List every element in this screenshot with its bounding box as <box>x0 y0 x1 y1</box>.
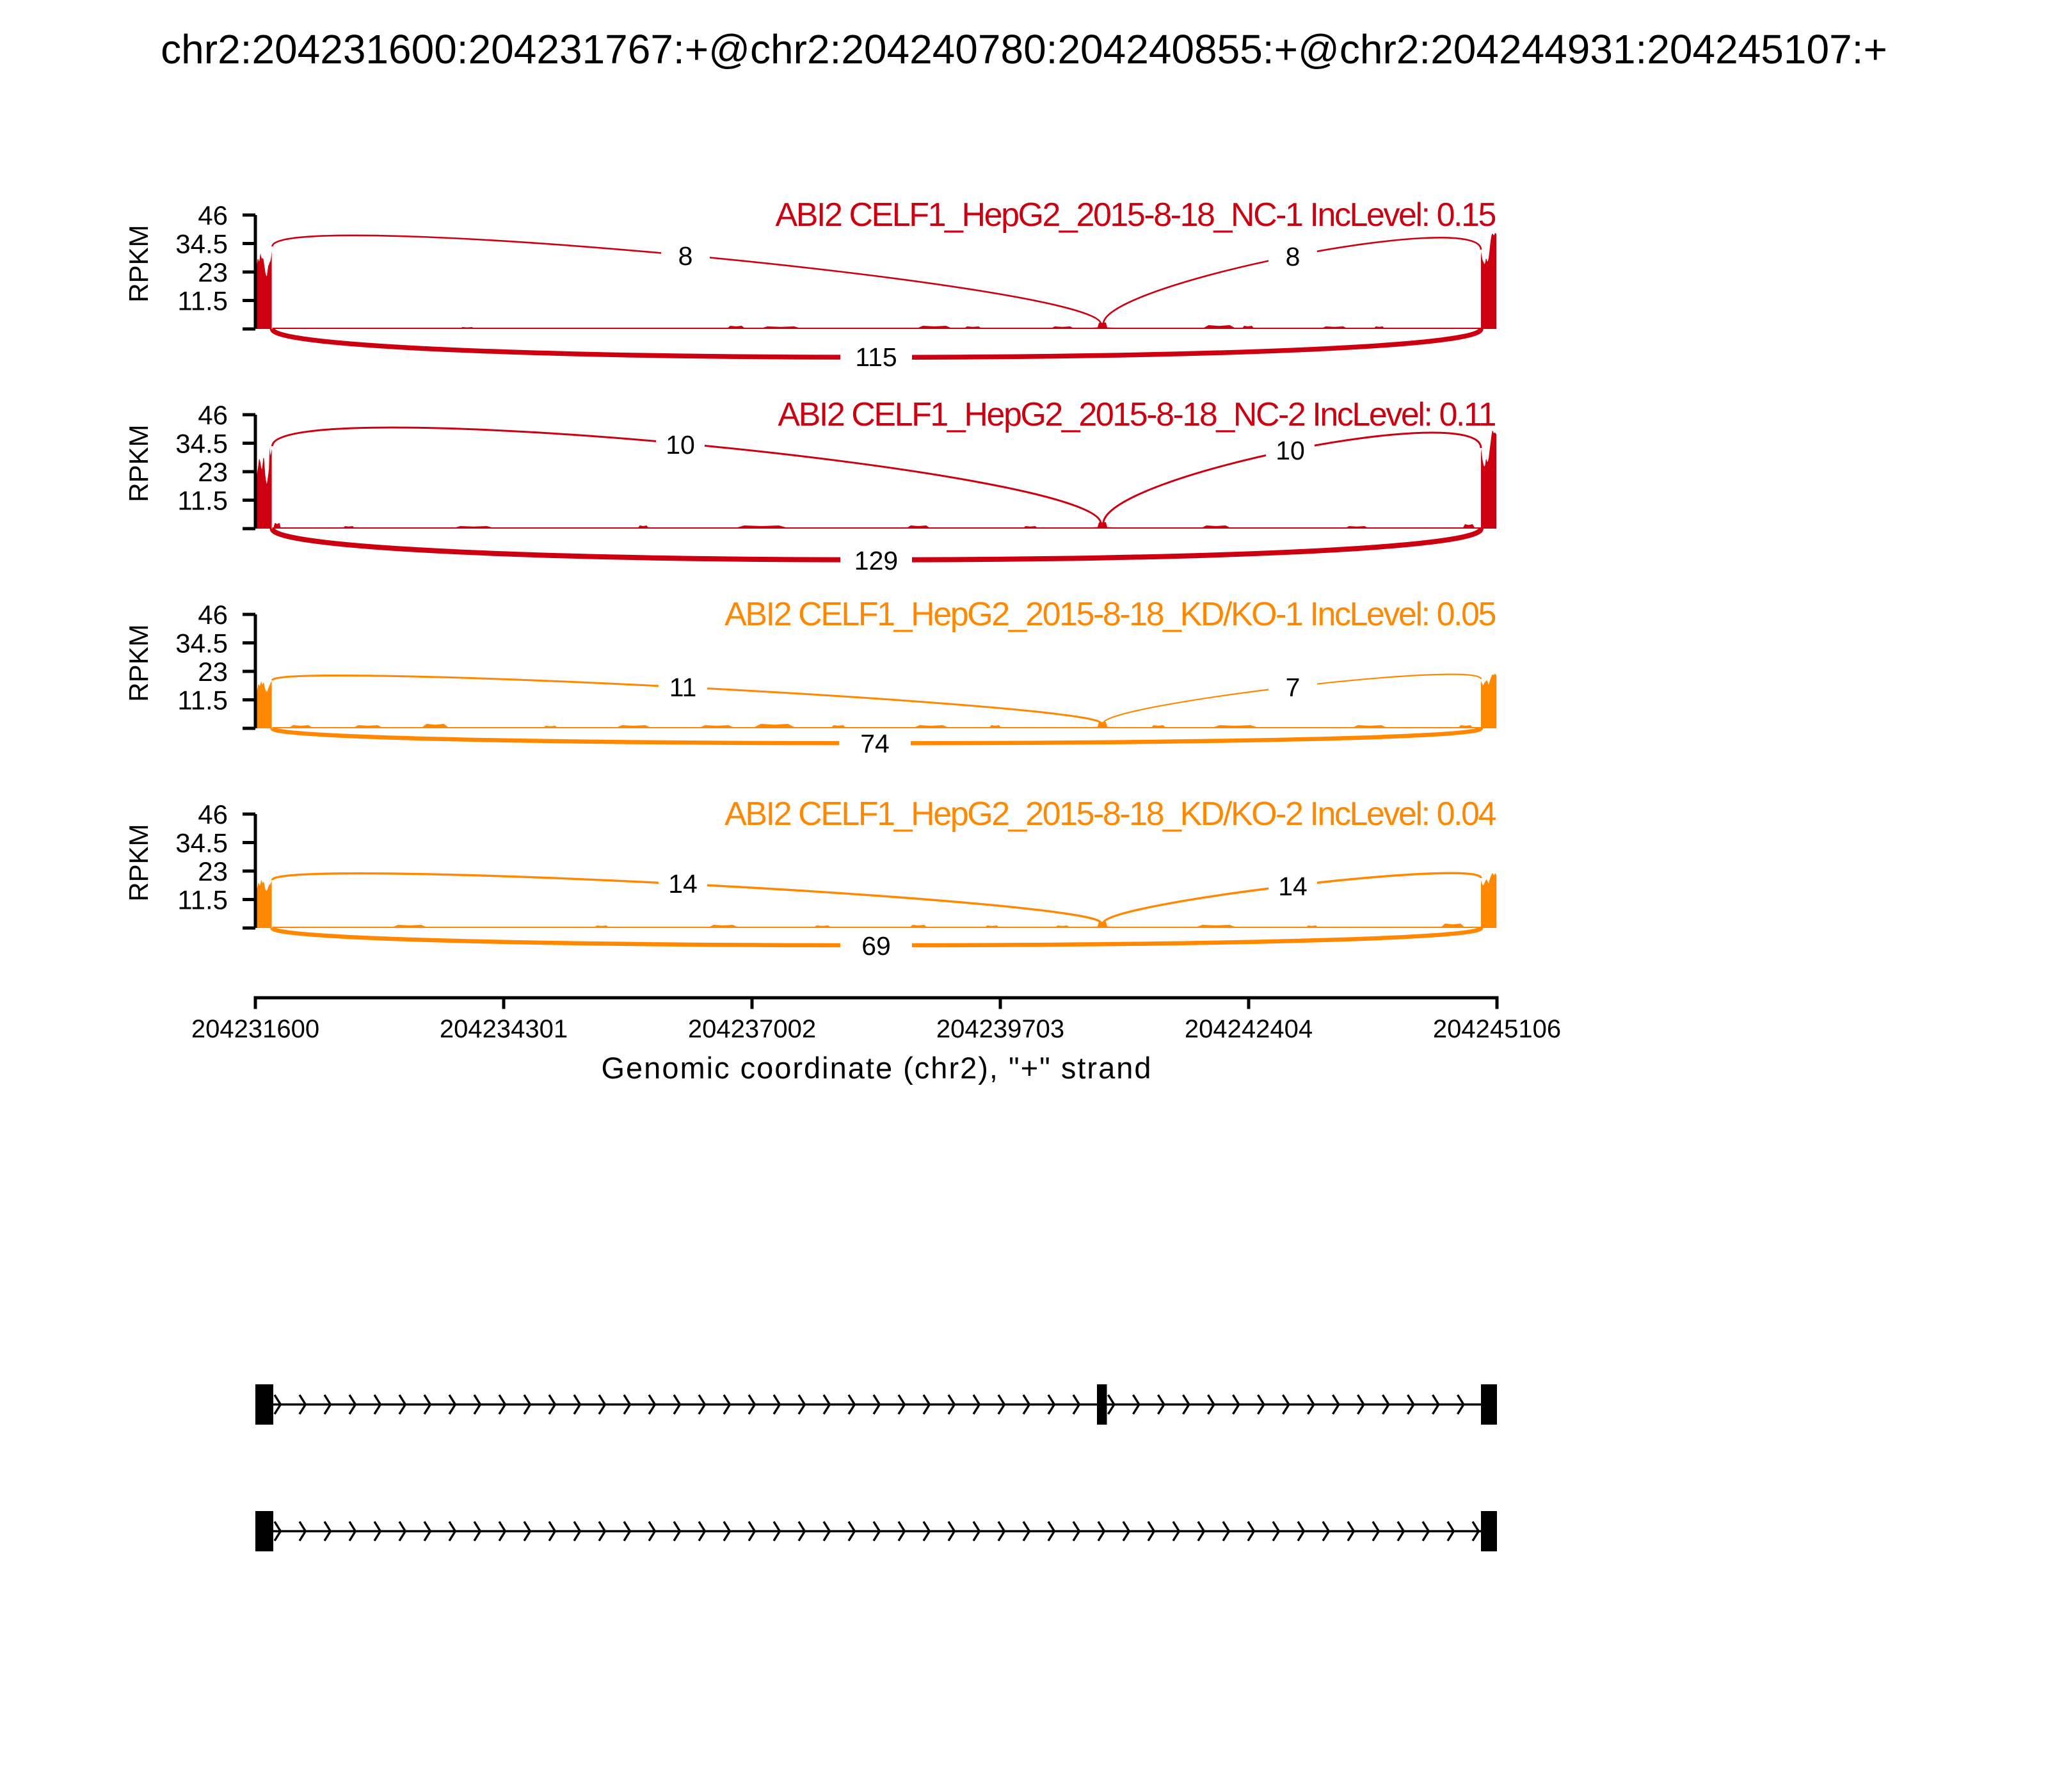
svg-text:chr2:204231600:204231767:+@chr: chr2:204231600:204231767:+@chr2:20424078… <box>161 26 1887 72</box>
svg-text:ABI2 CELF1_HepG2_2015-8-18_KD/: ABI2 CELF1_HepG2_2015-8-18_KD/KO-2 IncLe… <box>724 796 1496 833</box>
svg-text:204237002: 204237002 <box>688 1015 816 1043</box>
svg-text:34.5: 34.5 <box>175 828 228 858</box>
svg-text:14: 14 <box>1278 872 1308 901</box>
svg-text:ABI2 CELF1_HepG2_2015-8-18_NC-: ABI2 CELF1_HepG2_2015-8-18_NC-2 IncLevel… <box>778 396 1495 433</box>
svg-text:23: 23 <box>198 457 228 487</box>
svg-text:8: 8 <box>1286 242 1300 271</box>
svg-text:RPKM: RPKM <box>124 824 154 901</box>
svg-text:Genomic coordinate (chr2), "+": Genomic coordinate (chr2), "+" strand <box>601 1051 1152 1085</box>
svg-text:10: 10 <box>1276 436 1305 465</box>
svg-text:204242404: 204242404 <box>1185 1015 1313 1043</box>
svg-text:23: 23 <box>198 657 228 687</box>
svg-text:46: 46 <box>198 600 228 630</box>
svg-text:204245106: 204245106 <box>1433 1015 1561 1043</box>
svg-text:46: 46 <box>198 400 228 430</box>
svg-text:7: 7 <box>1286 673 1300 702</box>
svg-text:RPKM: RPKM <box>124 225 154 302</box>
svg-text:14: 14 <box>668 869 698 899</box>
svg-text:204231600: 204231600 <box>191 1015 319 1043</box>
svg-text:69: 69 <box>861 931 891 961</box>
svg-text:129: 129 <box>854 546 898 575</box>
svg-text:8: 8 <box>678 241 693 271</box>
svg-text:204239703: 204239703 <box>936 1015 1064 1043</box>
svg-text:11.5: 11.5 <box>177 486 228 516</box>
svg-text:204234301: 204234301 <box>440 1015 568 1043</box>
svg-text:11.5: 11.5 <box>177 885 228 915</box>
svg-text:11.5: 11.5 <box>177 286 228 316</box>
svg-text:74: 74 <box>860 729 890 758</box>
svg-text:34.5: 34.5 <box>175 628 228 659</box>
svg-text:115: 115 <box>855 342 897 372</box>
svg-text:ABI2 CELF1_HepG2_2015-8-18_NC-: ABI2 CELF1_HepG2_2015-8-18_NC-1 IncLevel… <box>776 196 1496 234</box>
svg-text:RPKM: RPKM <box>124 624 154 701</box>
svg-text:11.5: 11.5 <box>177 685 228 716</box>
svg-text:34.5: 34.5 <box>175 429 228 459</box>
svg-text:RPKM: RPKM <box>124 424 154 502</box>
svg-text:23: 23 <box>198 856 228 886</box>
svg-text:10: 10 <box>666 430 695 460</box>
svg-text:46: 46 <box>198 799 228 829</box>
svg-text:11: 11 <box>669 673 697 702</box>
svg-text:34.5: 34.5 <box>175 229 228 259</box>
svg-text:46: 46 <box>198 200 228 230</box>
svg-text:23: 23 <box>198 257 228 287</box>
svg-text:ABI2 CELF1_HepG2_2015-8-18_KD/: ABI2 CELF1_HepG2_2015-8-18_KD/KO-1 IncLe… <box>724 596 1495 633</box>
